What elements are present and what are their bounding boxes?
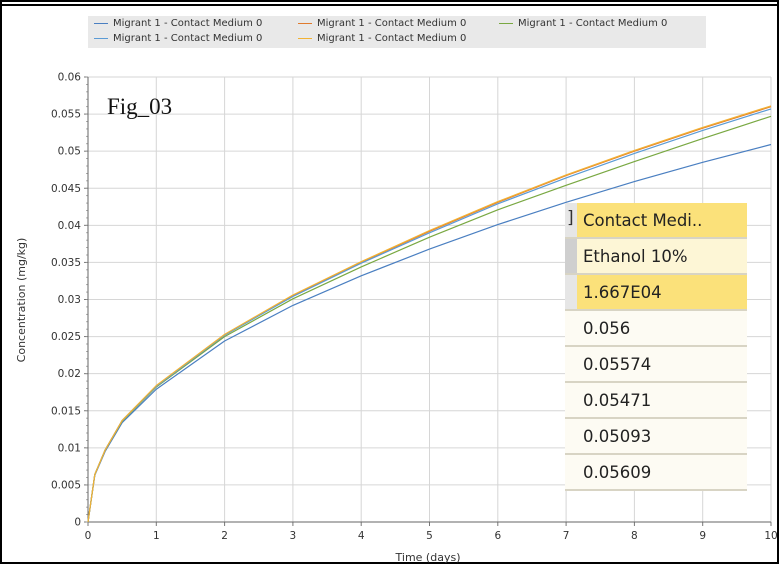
table-header-text: Contact Medi.. [583, 211, 703, 230]
legend-label: Migrant 1 - Contact Medium 0 [317, 18, 467, 29]
table-header-cell[interactable]: Contact Medi.. [565, 203, 747, 239]
legend-line [94, 23, 108, 24]
legend-item[interactable]: Migrant 1 - Contact Medium 0 [499, 17, 667, 30]
x-tick-label: 4 [358, 530, 365, 542]
series-layer [87, 105, 772, 523]
y-tick-label: 0.015 [51, 405, 81, 417]
legend-item[interactable]: Migrant 1 - Contact Medium 0 [94, 17, 262, 30]
legend-label: Migrant 1 - Contact Medium 0 [518, 18, 668, 29]
table-cell-text: 1.667E04 [583, 283, 662, 302]
y-tick-label: 0.005 [51, 479, 81, 491]
legend-label: Migrant 1 - Contact Medium 0 [317, 33, 467, 44]
legend-line [298, 38, 312, 39]
y-tick-label: 0.06 [58, 72, 82, 84]
y-axis-label: Concentration (mg/kg) [15, 238, 28, 363]
table-cell-time[interactable]: 1.667E04 [565, 275, 747, 311]
x-tick-label: 9 [699, 530, 706, 542]
column-bracket: ] [567, 208, 574, 228]
series-line-1[interactable] [87, 143, 772, 523]
y-tick-label: 0.055 [51, 109, 81, 121]
top-border [0, 0, 779, 6]
y-tick-label: 0.035 [51, 257, 81, 269]
legend-item[interactable]: Migrant 1 - Contact Medium 0 [94, 32, 262, 45]
table-cell-text: 0.05609 [583, 463, 652, 482]
series-line-5[interactable] [87, 105, 772, 523]
legend-label: Migrant 1 - Contact Medium 0 [113, 18, 263, 29]
x-axis-label: Time (days) [395, 551, 461, 564]
x-tick-label: 0 [85, 530, 92, 542]
table-row[interactable]: 0.05093 [565, 419, 747, 455]
x-tick-label: 3 [290, 530, 297, 542]
legend-label: Migrant 1 - Contact Medium 0 [113, 33, 263, 44]
x-tick-label: 5 [426, 530, 433, 542]
y-tick-label: 0.05 [58, 146, 81, 158]
y-tick-label: 0.01 [58, 442, 81, 454]
x-tick-label: 1 [153, 530, 160, 542]
row-gutter [565, 275, 577, 309]
y-tick-label: 0.045 [51, 183, 81, 195]
y-tick-label: 0 [74, 517, 81, 529]
figure-label: Fig_03 [107, 94, 173, 119]
table-cell-text: 0.05093 [583, 427, 652, 446]
table-cell-text: 0.05574 [583, 355, 652, 374]
data-table[interactable]: Contact Medi.. Ethanol 10% 1.667E04 0.05… [565, 203, 747, 491]
legend-item[interactable]: Migrant 1 - Contact Medium 0 [298, 32, 466, 45]
table-cell-text: 0.05471 [583, 391, 652, 410]
legend-line [94, 38, 108, 39]
table-cell-medium[interactable]: Ethanol 10% [565, 239, 747, 275]
chart-legend[interactable]: Migrant 1 - Contact Medium 0 Migrant 1 -… [88, 16, 706, 48]
x-tick-label: 10 [764, 530, 777, 542]
y-tick-label: 0.02 [58, 368, 81, 380]
table-row[interactable]: 0.056 [565, 311, 747, 347]
x-tick-label: 2 [221, 530, 228, 542]
legend-line [499, 23, 513, 24]
y-tick-label: 0.025 [51, 331, 81, 343]
y-tick-label: 0.04 [58, 220, 82, 232]
table-cell-text: 0.056 [583, 319, 631, 338]
legend-line [298, 23, 312, 24]
legend-item[interactable]: Migrant 1 - Contact Medium 0 [298, 17, 466, 30]
x-tick-label: 6 [494, 530, 501, 542]
y-tick-label: 0.03 [58, 294, 81, 306]
table-cell-text: Ethanol 10% [583, 247, 688, 266]
table-row[interactable]: 0.05609 [565, 455, 747, 491]
x-tick-label: 7 [563, 530, 570, 542]
table-row[interactable]: 0.05574 [565, 347, 747, 383]
table-row[interactable]: 0.05471 [565, 383, 747, 419]
x-tick-label: 8 [631, 530, 638, 542]
row-gutter [565, 203, 577, 237]
axis-layer: 0 0.005 0.01 0.015 0.02 0.025 0.03 0.035 0.04 0.0… [51, 72, 778, 543]
row-gutter [565, 239, 577, 273]
